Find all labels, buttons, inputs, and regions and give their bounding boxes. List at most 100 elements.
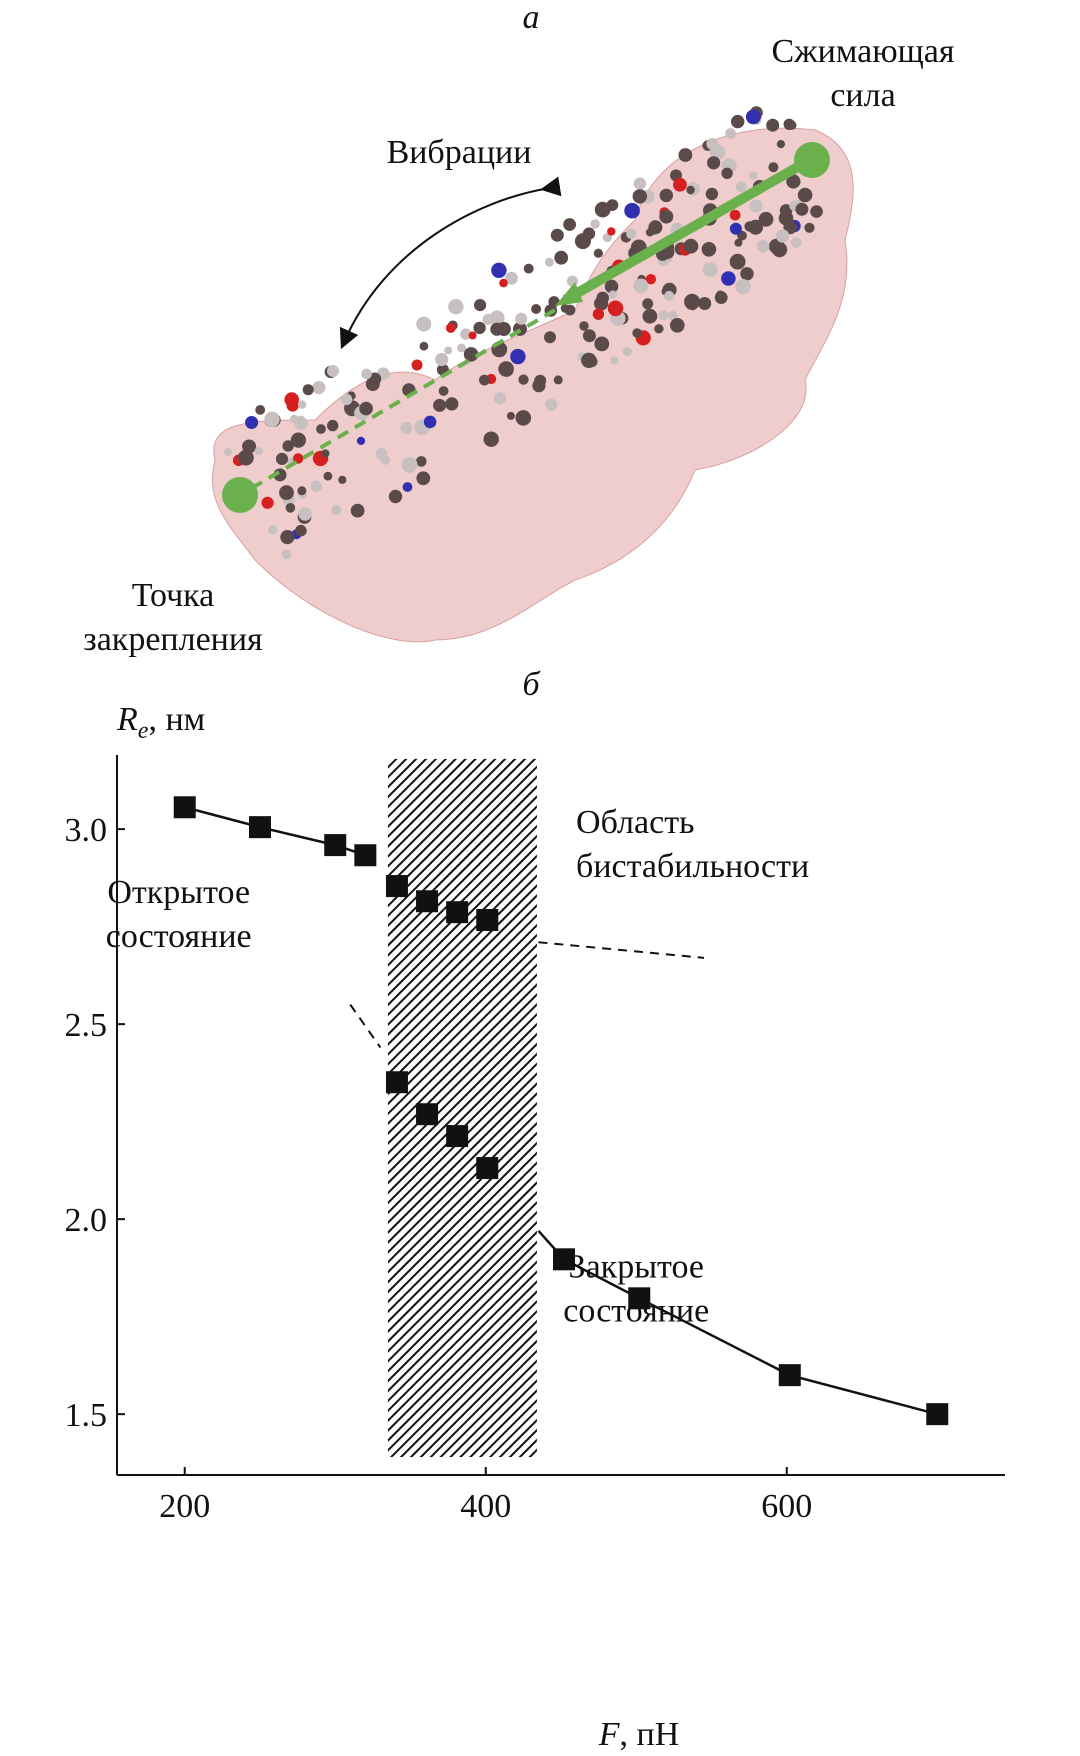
- atom: [323, 471, 333, 481]
- plot: 1.5 2.0 2.5 3.0 200 400 600 Область бистабильнос…: [65, 755, 1005, 1525]
- atom: [791, 237, 802, 248]
- atom: [608, 290, 618, 299]
- content: а Сжимающая сила Вибрации Точка закрепле…: [65, 0, 1005, 1753]
- atom: [302, 384, 314, 396]
- atom: [654, 324, 664, 334]
- data-point: [476, 1157, 499, 1180]
- atom: [474, 299, 487, 312]
- x-symbol: F: [598, 1716, 621, 1753]
- atom: [448, 299, 464, 315]
- atom: [594, 296, 609, 311]
- atom: [361, 368, 372, 380]
- atom: [729, 222, 742, 235]
- atom: [312, 381, 326, 395]
- atom: [744, 221, 755, 232]
- atom: [688, 300, 698, 311]
- data-point: [553, 1248, 576, 1271]
- atom: [282, 440, 294, 452]
- vibration-label: Вибрации: [387, 134, 532, 171]
- atom: [416, 316, 432, 332]
- atom: [795, 202, 809, 216]
- atom: [633, 278, 649, 294]
- atom: [444, 346, 453, 355]
- atom: [659, 188, 673, 203]
- atom: [545, 398, 558, 411]
- atom: [463, 347, 479, 362]
- atom: [375, 448, 388, 460]
- atom: [400, 421, 413, 434]
- atom: [607, 300, 624, 317]
- atom: [483, 431, 499, 447]
- atom: [445, 323, 456, 333]
- atom: [438, 386, 449, 396]
- atom: [725, 128, 736, 139]
- dashed-guide: [538, 941, 705, 959]
- atom: [281, 549, 292, 560]
- atom: [340, 393, 353, 406]
- atom: [224, 448, 233, 457]
- atom: [749, 171, 758, 180]
- atom: [544, 331, 556, 344]
- data-point: [446, 901, 469, 924]
- atom: [321, 449, 330, 458]
- atom: [327, 365, 339, 377]
- atom: [295, 524, 307, 537]
- x-tick-label: 200: [159, 1488, 210, 1525]
- atom: [498, 361, 514, 377]
- y-unit: , нм: [148, 701, 205, 738]
- atom: [714, 291, 728, 304]
- y-axis-label: Re, нм: [116, 701, 205, 744]
- atom: [316, 424, 326, 434]
- atom: [445, 397, 459, 411]
- atom: [686, 185, 695, 195]
- atom: [482, 313, 494, 325]
- atom: [267, 525, 278, 535]
- atom: [670, 318, 685, 333]
- atom: [648, 220, 663, 235]
- atom: [740, 267, 754, 281]
- atom: [734, 238, 743, 247]
- atom: [560, 304, 570, 313]
- atom: [778, 210, 794, 226]
- atom: [766, 118, 780, 132]
- atom: [632, 328, 642, 338]
- atom: [786, 174, 801, 189]
- annotation: состояние: [563, 1293, 709, 1330]
- atom: [310, 480, 323, 493]
- atom: [797, 187, 813, 203]
- atom: [338, 475, 347, 484]
- y-tick-label: 2.0: [65, 1202, 108, 1239]
- atom: [702, 262, 718, 278]
- x-axis-label: F, пН: [598, 1716, 680, 1753]
- annotation: состояние: [106, 918, 252, 955]
- annotation: Закрытое: [569, 1249, 704, 1286]
- atom: [553, 375, 563, 385]
- atom: [402, 482, 413, 492]
- atom: [659, 209, 674, 224]
- y-tick-label: 2.5: [65, 1007, 108, 1044]
- annotation: бистабильности: [576, 848, 809, 885]
- y-subscript: e: [138, 718, 149, 744]
- bistability-region: [387, 758, 537, 1458]
- atom: [563, 218, 576, 231]
- atom: [261, 496, 274, 509]
- anchor-point: [222, 477, 258, 513]
- atom: [506, 411, 515, 420]
- atom: [783, 118, 795, 130]
- y-tick-label: 1.5: [65, 1397, 108, 1434]
- atom: [491, 262, 507, 278]
- atom: [468, 331, 477, 340]
- force-label: сила: [830, 77, 895, 114]
- dashed-guide: [349, 1004, 382, 1049]
- atom: [254, 446, 263, 455]
- atom: [633, 177, 647, 190]
- atom: [645, 274, 657, 285]
- x-tick-label: 400: [460, 1488, 511, 1525]
- atom: [548, 296, 560, 308]
- atom: [732, 118, 743, 129]
- y-tick-label: 3.0: [65, 812, 108, 849]
- atom: [776, 140, 786, 149]
- atom: [479, 374, 490, 386]
- atom: [632, 189, 647, 204]
- atom: [435, 352, 449, 367]
